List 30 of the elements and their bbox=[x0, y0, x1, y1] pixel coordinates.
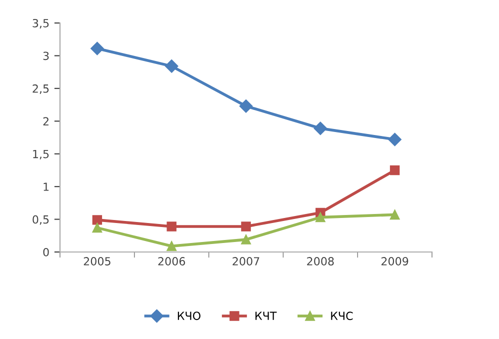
y-tick-label: 1,5 bbox=[33, 150, 49, 160]
point bbox=[390, 165, 400, 176]
y-tick-label: 0,5 bbox=[32, 215, 49, 225]
y-tick-label: 0 bbox=[43, 248, 49, 256]
point bbox=[241, 234, 251, 244]
y-tick-label: 3,5 bbox=[32, 18, 49, 29]
point bbox=[314, 122, 327, 135]
legend-label: КЧО bbox=[178, 312, 200, 320]
point bbox=[92, 215, 102, 225]
legend-label: КЧС bbox=[331, 312, 353, 320]
point bbox=[90, 42, 104, 56]
point bbox=[166, 241, 176, 251]
x-tick-label: 2008 bbox=[307, 257, 334, 266]
point bbox=[166, 222, 176, 232]
point bbox=[388, 132, 402, 146]
y-tick-label: 1 bbox=[44, 182, 49, 191]
x-tick-label: 2009 bbox=[381, 257, 408, 266]
x-tick-label: 2006 bbox=[158, 257, 186, 266]
legend-label: КЧТ bbox=[255, 312, 277, 320]
point bbox=[92, 222, 102, 233]
y-tick-label: 2 bbox=[43, 117, 48, 126]
point bbox=[239, 100, 253, 113]
point bbox=[390, 210, 400, 220]
x-tick-label: 2005 bbox=[84, 257, 110, 266]
y-tick-label: 2,5 bbox=[32, 84, 49, 94]
x-tick-label: 2007 bbox=[232, 257, 260, 266]
point bbox=[241, 222, 251, 232]
point bbox=[316, 212, 326, 222]
point bbox=[165, 60, 178, 73]
y-tick-label: 3 bbox=[43, 52, 49, 60]
